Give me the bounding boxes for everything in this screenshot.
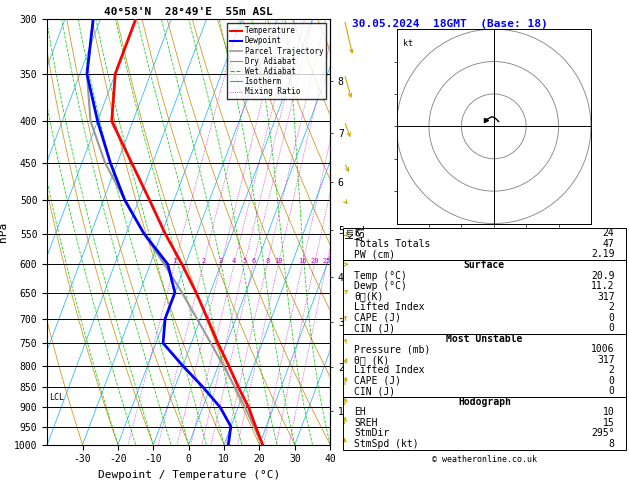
Y-axis label: km
ASL: km ASL bbox=[345, 223, 367, 241]
Text: 11.2: 11.2 bbox=[591, 281, 615, 291]
Text: 30.05.2024  18GMT  (Base: 18): 30.05.2024 18GMT (Base: 18) bbox=[352, 19, 548, 30]
Text: kt: kt bbox=[403, 39, 413, 48]
Bar bbox=[343, 260, 626, 334]
Text: 16: 16 bbox=[298, 258, 307, 264]
Text: 4: 4 bbox=[232, 258, 237, 264]
Text: K: K bbox=[354, 228, 360, 239]
Text: 295°: 295° bbox=[591, 429, 615, 438]
Text: 47: 47 bbox=[603, 239, 615, 249]
Text: 0: 0 bbox=[609, 376, 615, 386]
Y-axis label: hPa: hPa bbox=[0, 222, 8, 242]
Text: 2.19: 2.19 bbox=[591, 249, 615, 260]
Text: PW (cm): PW (cm) bbox=[354, 249, 395, 260]
Text: LCL: LCL bbox=[49, 393, 64, 402]
Bar bbox=[343, 397, 626, 450]
Text: StmDir: StmDir bbox=[354, 429, 389, 438]
Text: Dewp (°C): Dewp (°C) bbox=[354, 281, 407, 291]
Text: Most Unstable: Most Unstable bbox=[446, 334, 523, 344]
Title: 40°58'N  28°49'E  55m ASL: 40°58'N 28°49'E 55m ASL bbox=[104, 7, 273, 17]
Text: 20: 20 bbox=[310, 258, 319, 264]
Text: Temp (°C): Temp (°C) bbox=[354, 271, 407, 280]
Text: 317: 317 bbox=[597, 292, 615, 302]
Text: CIN (J): CIN (J) bbox=[354, 323, 395, 333]
Text: 15: 15 bbox=[603, 418, 615, 428]
Text: CAPE (J): CAPE (J) bbox=[354, 312, 401, 323]
Text: 8: 8 bbox=[265, 258, 269, 264]
Text: Totals Totals: Totals Totals bbox=[354, 239, 430, 249]
Text: © weatheronline.co.uk: © weatheronline.co.uk bbox=[432, 455, 537, 464]
Text: θᴇ (K): θᴇ (K) bbox=[354, 355, 389, 365]
Text: Hodograph: Hodograph bbox=[458, 397, 511, 407]
Bar bbox=[343, 228, 626, 260]
Text: StmSpd (kt): StmSpd (kt) bbox=[354, 439, 419, 449]
Legend: Temperature, Dewpoint, Parcel Trajectory, Dry Adiabat, Wet Adiabat, Isotherm, Mi: Temperature, Dewpoint, Parcel Trajectory… bbox=[227, 23, 326, 99]
X-axis label: Dewpoint / Temperature (°C): Dewpoint / Temperature (°C) bbox=[97, 470, 280, 480]
Text: 6: 6 bbox=[251, 258, 255, 264]
Text: 0: 0 bbox=[609, 386, 615, 397]
Text: θᴇ(K): θᴇ(K) bbox=[354, 292, 384, 302]
Text: 317: 317 bbox=[597, 355, 615, 365]
Bar bbox=[343, 334, 626, 397]
Text: 10: 10 bbox=[274, 258, 282, 264]
Text: 20.9: 20.9 bbox=[591, 271, 615, 280]
Text: 25: 25 bbox=[322, 258, 331, 264]
Text: 2: 2 bbox=[201, 258, 206, 264]
Text: Pressure (mb): Pressure (mb) bbox=[354, 344, 430, 354]
Text: CAPE (J): CAPE (J) bbox=[354, 376, 401, 386]
Text: 10: 10 bbox=[603, 407, 615, 417]
Text: 8: 8 bbox=[609, 439, 615, 449]
Text: 0: 0 bbox=[609, 312, 615, 323]
Text: 2: 2 bbox=[609, 365, 615, 375]
Text: 0: 0 bbox=[609, 323, 615, 333]
Text: EH: EH bbox=[354, 407, 366, 417]
Text: 5: 5 bbox=[242, 258, 247, 264]
Text: Lifted Index: Lifted Index bbox=[354, 365, 425, 375]
Text: SREH: SREH bbox=[354, 418, 377, 428]
Text: Surface: Surface bbox=[464, 260, 505, 270]
Text: 3: 3 bbox=[219, 258, 223, 264]
Text: 1006: 1006 bbox=[591, 344, 615, 354]
Text: 24: 24 bbox=[603, 228, 615, 239]
Text: CIN (J): CIN (J) bbox=[354, 386, 395, 397]
Text: 1: 1 bbox=[172, 258, 177, 264]
Text: Lifted Index: Lifted Index bbox=[354, 302, 425, 312]
Text: 2: 2 bbox=[609, 302, 615, 312]
